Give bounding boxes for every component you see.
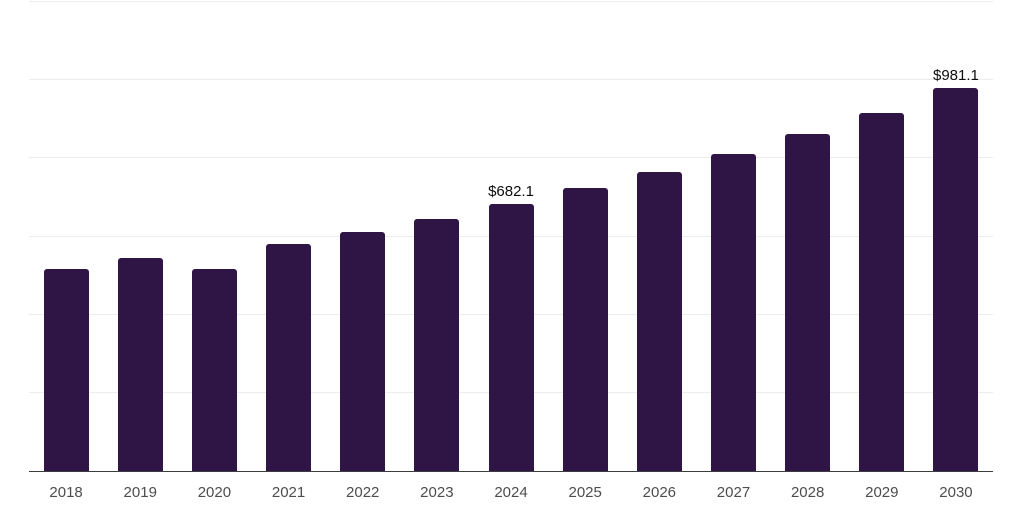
bar-2025	[562, 188, 608, 471]
bar-column-2020	[177, 2, 251, 471]
bars-row: $682.1 $981.1	[29, 2, 993, 471]
gridline-1200	[29, 1, 993, 2]
bar-column-2019	[103, 2, 177, 471]
x-tick-2030: 2030	[939, 484, 973, 501]
data-label-2024: $682.1	[488, 183, 534, 201]
x-tick-2021: 2021	[271, 484, 306, 501]
bar-2026	[636, 172, 682, 471]
x-tick-2020: 2020	[197, 484, 232, 501]
bar-column-2025	[548, 2, 622, 471]
bar-column-2030: $981.1	[919, 2, 993, 471]
gridline-1000	[29, 79, 993, 81]
x-tick-2029: 2029	[865, 484, 899, 501]
bar-2028	[785, 133, 831, 471]
x-tick-2023: 2023	[420, 484, 454, 501]
bar-2021	[266, 243, 312, 471]
bar-column-2029	[845, 2, 919, 471]
bar-2029	[859, 112, 905, 471]
x-tick-2018: 2018	[49, 484, 83, 501]
x-tick-2024: 2024	[494, 484, 528, 501]
bar-column-2026	[622, 2, 696, 471]
bar-2020	[191, 269, 237, 471]
bar-2030	[933, 87, 979, 471]
x-tick-2026: 2026	[642, 484, 677, 501]
bar-2027	[710, 153, 756, 471]
gridline-800	[29, 157, 993, 159]
bar-column-2021	[251, 2, 325, 471]
bar-2022	[340, 232, 386, 471]
x-tick-2027: 2027	[716, 484, 751, 501]
bar-2018	[43, 268, 89, 471]
x-axis: 2018 2019 2020 2021 2022 2023 2024 2025 2026 2027…	[29, 472, 993, 502]
data-label-2030: $981.1	[933, 66, 979, 84]
bar-column-2024: $682.1	[474, 2, 548, 471]
x-tick-2022: 2022	[346, 484, 380, 501]
bar-2023	[414, 219, 460, 471]
bar-2019	[117, 258, 163, 471]
bar-column-2022	[326, 2, 400, 471]
bar-column-2018	[29, 2, 103, 471]
x-tick-2028: 2028	[790, 484, 825, 501]
x-tick-2025: 2025	[568, 484, 602, 501]
bar-column-2028	[771, 2, 845, 471]
plot-area: $682.1 $981.1	[29, 1, 993, 472]
bar-column-2023	[400, 2, 474, 471]
bar-column-2027	[696, 2, 770, 471]
x-tick-2019: 2019	[123, 484, 157, 501]
bar-2024	[488, 204, 534, 471]
